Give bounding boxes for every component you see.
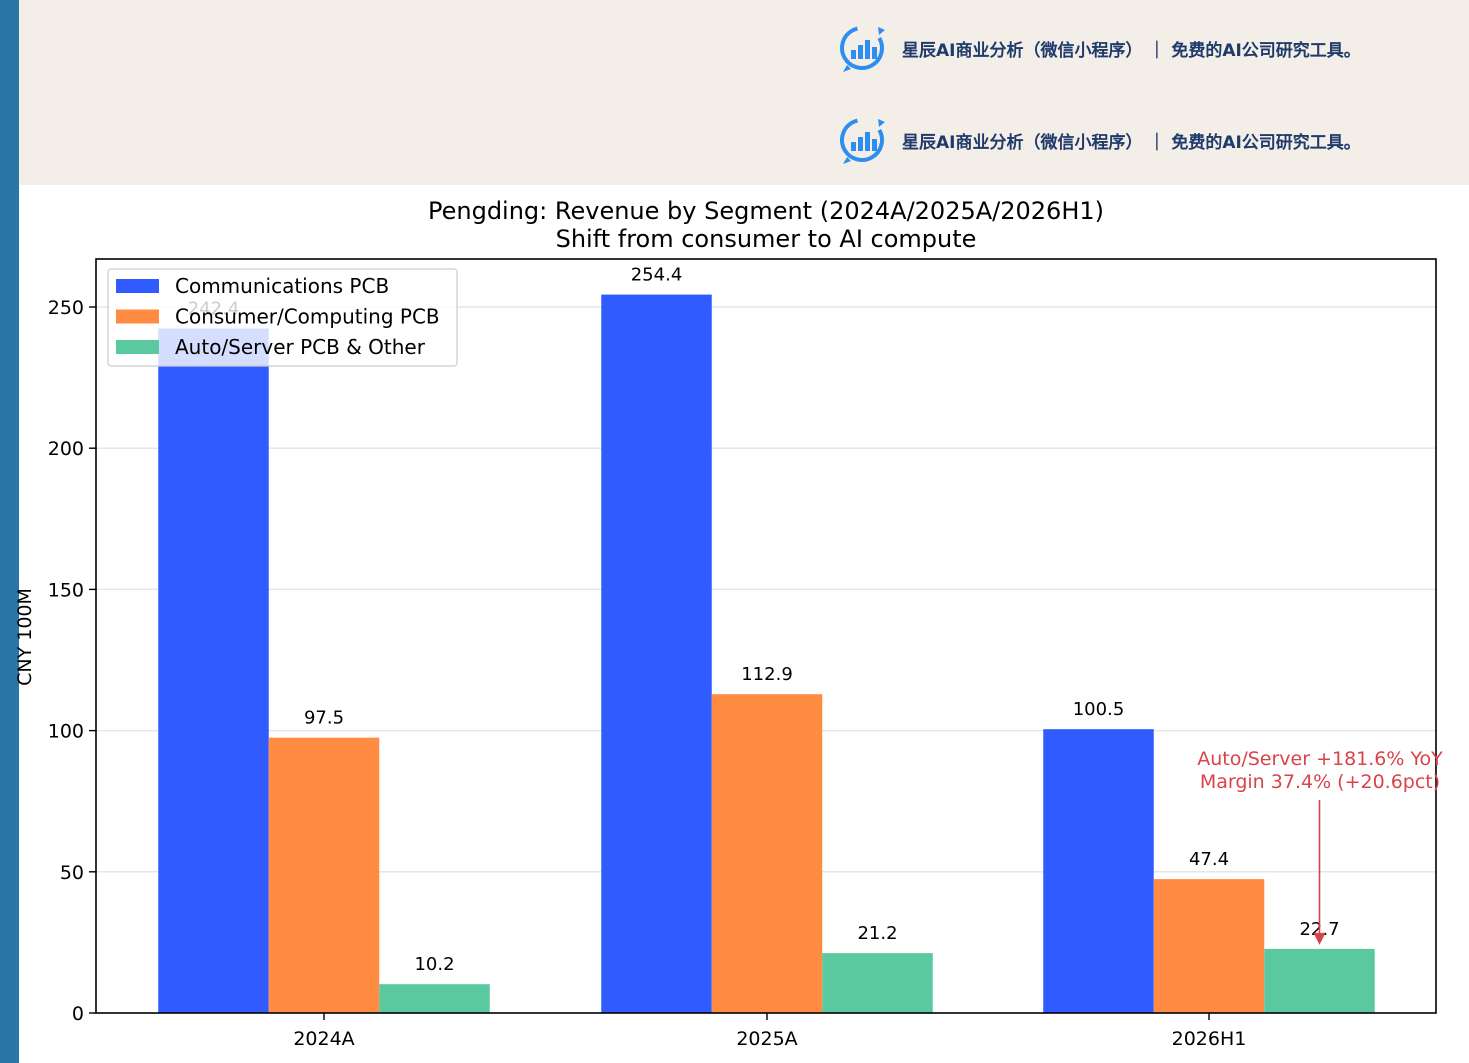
legend: Communications PCB Consumer/Computing PCB… bbox=[107, 268, 458, 367]
bar bbox=[1264, 948, 1375, 1013]
bar bbox=[268, 737, 380, 1013]
x-tick-label: 2024A bbox=[293, 1028, 354, 1050]
bar-value-label: 112.9 bbox=[741, 664, 793, 685]
watermark-row: 星辰AI商业分析（微信小程序） ｜ 免费的AI公司研究工具。 bbox=[838, 113, 1361, 167]
bar bbox=[158, 328, 269, 1013]
bar-value-label: 254.4 bbox=[631, 265, 683, 286]
bar bbox=[822, 953, 933, 1013]
legend-swatch bbox=[116, 340, 159, 354]
bar bbox=[1153, 879, 1265, 1013]
legend-label: Consumer/Computing PCB bbox=[175, 305, 440, 329]
bar-chart-refresh-logo-icon bbox=[840, 118, 885, 164]
watermark-text: 星辰AI商业分析（微信小程序） ｜ 免费的AI公司研究工具。 bbox=[902, 40, 1361, 61]
bar-value-label: 97.5 bbox=[304, 708, 344, 729]
bar-chart-refresh-logo-icon bbox=[840, 26, 885, 72]
y-axis-label: CNY 100M bbox=[14, 588, 36, 686]
plot-frame bbox=[95, 258, 1437, 1014]
bar-value-label: 21.2 bbox=[857, 923, 897, 944]
y-tick-label: 150 bbox=[48, 579, 84, 601]
watermark-banner: 星辰AI商业分析（微信小程序） ｜ 免费的AI公司研究工具。 星辰AI商业分析（… bbox=[19, 0, 1469, 185]
y-tick-label: 100 bbox=[48, 721, 84, 743]
left-accent-strip bbox=[0, 0, 19, 1063]
bar-value-label: 100.5 bbox=[1073, 699, 1125, 720]
legend-label: Auto/Server PCB & Other bbox=[175, 335, 426, 359]
y-tick-label: 0 bbox=[72, 1003, 84, 1025]
legend-box bbox=[107, 268, 458, 367]
watermark-text: 星辰AI商业分析（微信小程序） ｜ 免费的AI公司研究工具。 bbox=[902, 132, 1361, 153]
axes: 0 50 100 150 200 250 2024A 2025A 2026H1 bbox=[48, 258, 1437, 1050]
bar-value-label: 10.2 bbox=[414, 954, 454, 975]
annotation-arrow-head bbox=[1313, 932, 1326, 945]
legend-swatch bbox=[116, 279, 159, 293]
watermark-row: 星辰AI商业分析（微信小程序） ｜ 免费的AI公司研究工具。 bbox=[838, 21, 1361, 75]
legend-label: Communications PCB bbox=[175, 274, 389, 298]
bar bbox=[1043, 729, 1154, 1013]
bar bbox=[711, 694, 823, 1013]
annotation-text: Auto/Server +181.6% YoY bbox=[1197, 748, 1443, 770]
x-tick-label: 2025A bbox=[736, 1028, 797, 1050]
y-tick-label: 200 bbox=[48, 438, 84, 460]
bar-value-label: 47.4 bbox=[1189, 849, 1229, 870]
y-tick-label: 250 bbox=[48, 297, 84, 319]
x-tick-label: 2026H1 bbox=[1172, 1028, 1247, 1050]
annotation-text: Margin 37.4% (+20.6pct) bbox=[1200, 771, 1440, 793]
y-tick-label: 50 bbox=[60, 862, 84, 884]
legend-swatch bbox=[116, 309, 159, 324]
bars bbox=[158, 294, 1375, 1013]
chart-subtitle: Shift from consumer to AI compute bbox=[556, 225, 977, 253]
bar bbox=[379, 984, 490, 1013]
chart-title: Pengding: Revenue by Segment (2024A/2025… bbox=[428, 197, 1104, 225]
bar bbox=[601, 294, 712, 1013]
